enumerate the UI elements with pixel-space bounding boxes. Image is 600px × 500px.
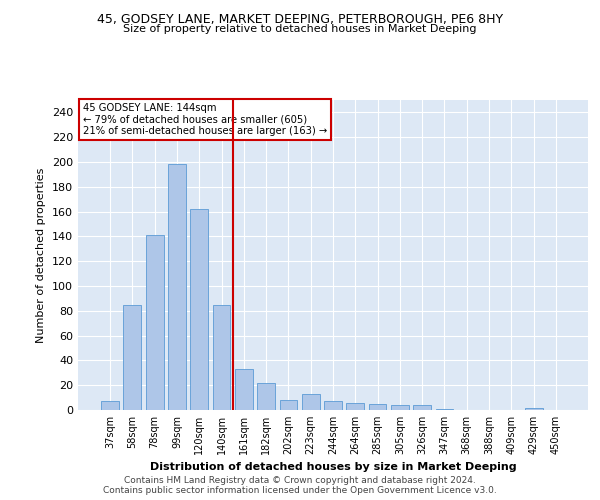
- Text: 45 GODSEY LANE: 144sqm
← 79% of detached houses are smaller (605)
21% of semi-de: 45 GODSEY LANE: 144sqm ← 79% of detached…: [83, 103, 328, 136]
- Y-axis label: Number of detached properties: Number of detached properties: [37, 168, 46, 342]
- Bar: [413, 405, 431, 410]
- Text: 45, GODSEY LANE, MARKET DEEPING, PETERBOROUGH, PE6 8HY: 45, GODSEY LANE, MARKET DEEPING, PETERBO…: [97, 12, 503, 26]
- Text: Distribution of detached houses by size in Market Deeping: Distribution of detached houses by size …: [149, 462, 517, 472]
- Text: Contains public sector information licensed under the Open Government Licence v3: Contains public sector information licen…: [103, 486, 497, 495]
- Bar: [257, 382, 275, 410]
- Bar: [190, 209, 208, 410]
- Bar: [302, 394, 320, 410]
- Bar: [436, 409, 454, 410]
- Bar: [124, 304, 142, 410]
- Text: Size of property relative to detached houses in Market Deeping: Size of property relative to detached ho…: [123, 24, 477, 34]
- Bar: [235, 369, 253, 410]
- Bar: [280, 400, 298, 410]
- Bar: [101, 402, 119, 410]
- Bar: [346, 402, 364, 410]
- Bar: [324, 402, 342, 410]
- Bar: [368, 404, 386, 410]
- Bar: [168, 164, 186, 410]
- Bar: [146, 235, 164, 410]
- Bar: [524, 408, 542, 410]
- Bar: [212, 304, 230, 410]
- Text: Contains HM Land Registry data © Crown copyright and database right 2024.: Contains HM Land Registry data © Crown c…: [124, 476, 476, 485]
- Bar: [391, 405, 409, 410]
